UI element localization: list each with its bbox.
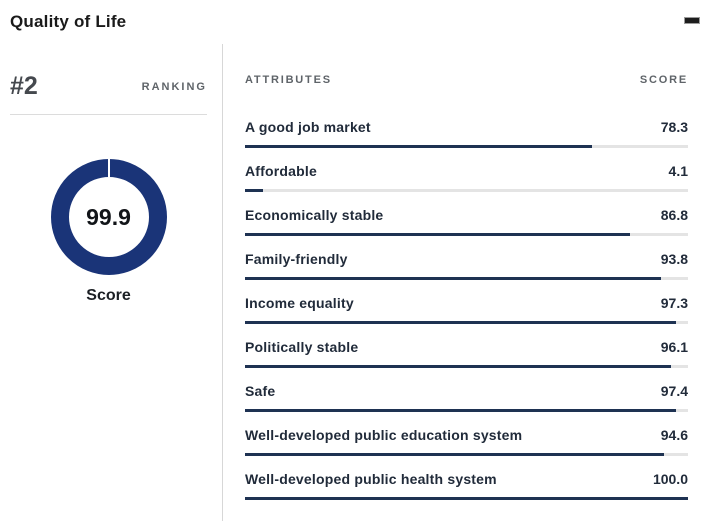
- score-bar-track: [245, 365, 688, 368]
- attribute-label: Income equality: [245, 295, 354, 311]
- score-bar-fill: [245, 277, 661, 280]
- score-bar-fill: [245, 409, 677, 412]
- rank-row: #2 RANKING: [10, 72, 207, 101]
- score-bar-track: [245, 453, 688, 456]
- attributes-header-row: ATTRIBUTES SCORE: [245, 74, 688, 86]
- score-bar-fill: [245, 145, 592, 148]
- score-value: 99.9: [86, 203, 131, 230]
- attribute-row: Safe 97.4: [245, 383, 688, 427]
- score-caption: Score: [86, 287, 131, 304]
- attribute-label: Well-developed public health system: [245, 471, 497, 487]
- score-bar-track: [245, 321, 688, 324]
- attribute-row: Family-friendly 93.8: [245, 251, 688, 295]
- attributes-panel: ATTRIBUTES SCORE A good job market 78.3 …: [223, 44, 715, 521]
- attribute-label: Safe: [245, 383, 276, 399]
- donut-gap-slice: [107, 159, 110, 177]
- rank-value: #2: [10, 72, 38, 100]
- attribute-score: 100.0: [652, 471, 688, 487]
- attribute-label: Affordable: [245, 163, 317, 179]
- attribute-score: 78.3: [660, 119, 688, 135]
- minus-icon: [685, 17, 699, 23]
- attribute-row: Economically stable 86.8: [245, 207, 688, 251]
- attribute-score: 97.4: [660, 383, 688, 399]
- collapse-button[interactable]: [682, 10, 702, 30]
- attribute-score: 4.1: [668, 163, 688, 179]
- attribute-row: Well-developed public health system 100.…: [245, 471, 688, 515]
- score-bar-fill: [245, 453, 665, 456]
- score-bar-track: [245, 189, 688, 192]
- attribute-label: Economically stable: [245, 207, 384, 223]
- attribute-row: Well-developed public education system 9…: [245, 427, 688, 471]
- attribute-row: Affordable 4.1: [245, 163, 688, 207]
- card-header: Quality of Life: [0, 0, 715, 44]
- attribute-row: Politically stable 96.1: [245, 339, 688, 383]
- card-body: #2 RANKING 99.9 Score ATTRIBUTES SCORE: [0, 44, 715, 521]
- attribute-score: 86.8: [660, 207, 688, 223]
- attribute-score: 96.1: [660, 339, 688, 355]
- score-bar-track: [245, 409, 688, 412]
- score-bar-fill: [245, 233, 630, 236]
- score-bar-track: [245, 233, 688, 236]
- rank-divider: [10, 114, 207, 115]
- score-bar-track: [245, 277, 688, 280]
- score-bar-fill: [245, 321, 677, 324]
- score-bar-track: [245, 497, 688, 500]
- attribute-label: Well-developed public education system: [245, 427, 523, 443]
- attribute-row: A good job market 78.3: [245, 119, 688, 163]
- attributes-column-header: ATTRIBUTES: [245, 74, 332, 86]
- attribute-score: 93.8: [660, 251, 688, 267]
- score-donut-chart: 99.9: [50, 159, 167, 275]
- attribute-score: 94.6: [660, 427, 688, 443]
- ranking-panel: #2 RANKING 99.9 Score: [0, 44, 223, 521]
- attribute-label: Politically stable: [245, 339, 359, 355]
- score-bar-fill: [245, 189, 264, 192]
- score-bar-fill: [245, 497, 688, 500]
- attribute-label: Family-friendly: [245, 251, 348, 267]
- attribute-row: Income equality 97.3: [245, 295, 688, 339]
- score-bar-fill: [245, 365, 671, 368]
- score-donut-wrap: 99.9 Score: [10, 159, 207, 305]
- attribute-rows: A good job market 78.3 Affordable 4.1 Ec…: [245, 119, 688, 515]
- attribute-label: A good job market: [245, 119, 371, 135]
- attribute-score: 97.3: [660, 295, 688, 311]
- score-bar-track: [245, 145, 688, 148]
- score-column-header: SCORE: [639, 74, 688, 86]
- page-title: Quality of Life: [10, 12, 127, 31]
- ranking-label: RANKING: [141, 80, 207, 93]
